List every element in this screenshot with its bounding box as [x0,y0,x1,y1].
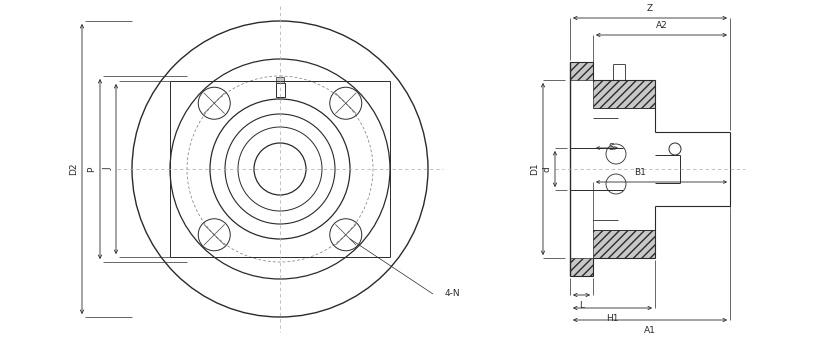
Text: Z: Z [647,4,653,13]
Text: 4-N: 4-N [445,290,460,298]
Text: d: d [542,166,551,172]
Bar [570,258,593,276]
Bar [276,83,285,97]
Text: A2: A2 [655,21,667,30]
Bar [593,80,655,108]
Text: A1: A1 [644,326,656,335]
Text: P: P [87,166,96,172]
Text: B1: B1 [634,168,646,177]
Text: J: J [103,168,112,170]
Bar [570,62,593,80]
Text: D2: D2 [69,163,78,175]
Text: S: S [608,144,614,152]
Text: D1: D1 [530,163,539,175]
Bar [593,230,655,258]
Text: L: L [579,301,584,310]
Bar [277,77,284,83]
Text: H1: H1 [606,314,619,323]
